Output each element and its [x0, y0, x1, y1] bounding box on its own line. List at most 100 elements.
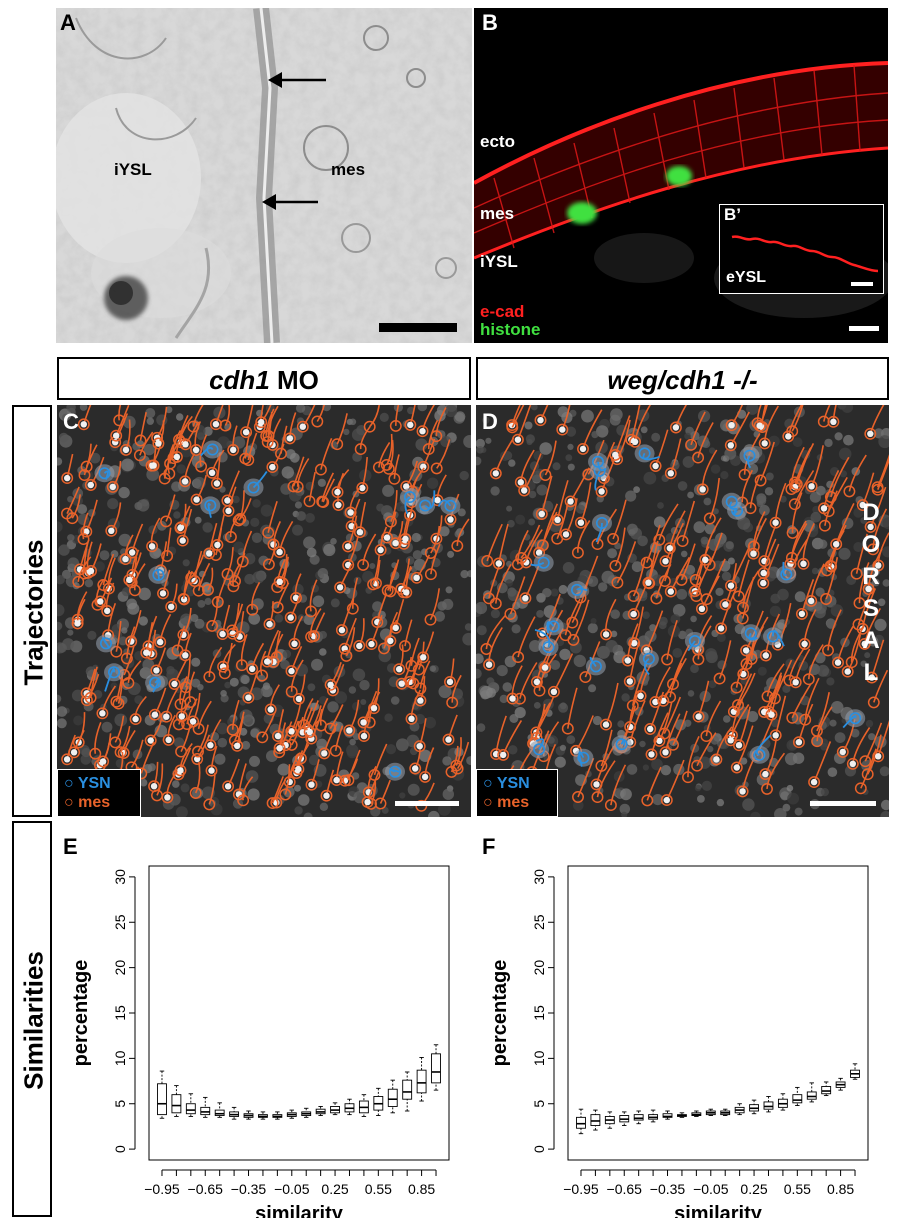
panel-a: A iYSL mes	[56, 8, 472, 343]
scale-bar-inset	[851, 282, 873, 286]
y-tick-label: 25	[112, 914, 128, 930]
box-iqr	[662, 1113, 673, 1118]
row-label-similarities: Similarities	[12, 821, 52, 1217]
dorsal-letter-d: D	[862, 499, 880, 526]
panel-b-iysl-label: iYSL	[480, 252, 518, 271]
box-iqr	[763, 1101, 774, 1110]
box-plot-item	[229, 1106, 240, 1120]
x-tick-label: 0.55	[365, 1181, 392, 1197]
x-tick-label: 0.55	[784, 1181, 811, 1197]
y-axis-label: percentage	[489, 960, 511, 1067]
box-plot-item	[835, 1077, 846, 1091]
box-plot-item	[821, 1081, 832, 1097]
x-tick-label: 0.25	[321, 1181, 348, 1197]
box-plot-item	[185, 1093, 196, 1117]
header-mo: MO	[269, 365, 319, 395]
box-plot-item	[171, 1085, 182, 1117]
panel-b-letter: B	[482, 10, 498, 35]
box-plot-item	[648, 1109, 659, 1123]
box-iqr	[806, 1091, 817, 1100]
box-plot-item	[416, 1057, 427, 1102]
box-iqr	[792, 1094, 803, 1104]
box-iqr	[431, 1053, 441, 1084]
mes-trajectories	[61, 405, 470, 812]
box-plot-item	[705, 1108, 716, 1116]
y-tick-label: 20	[112, 960, 128, 976]
box-iqr	[416, 1069, 427, 1094]
box-plot-item	[792, 1086, 803, 1107]
y-tick-label: 10	[531, 1050, 547, 1066]
box-iqr	[821, 1086, 832, 1095]
chart-f: F 0 5 10 15 20 25 30 percentage −0.95 −0.65 −0.35 −0…	[482, 834, 869, 1225]
x-tick-label: −0.35	[231, 1181, 267, 1197]
box-plot-item	[157, 1070, 167, 1119]
dorsal-label: D O R S A L	[856, 497, 886, 689]
panel-d: D D O R S A L ○ YSN ○ mes	[476, 405, 889, 817]
y-tick-label: 15	[112, 1005, 128, 1021]
panel-d-letter: D	[482, 409, 498, 434]
legend-ysn-d: YSN	[496, 775, 530, 792]
legend-histone: histone	[480, 320, 541, 339]
box-plot-item	[258, 1111, 268, 1120]
plot-frame	[148, 865, 450, 1161]
box-plot-item	[662, 1110, 673, 1120]
nucleus-2	[666, 166, 692, 186]
box-plot-item	[358, 1094, 369, 1117]
header-cdh1-mo: cdh1 MO	[57, 357, 471, 400]
header-weg-label: weg/cdh1 -/-	[607, 365, 758, 395]
box-plot-item	[402, 1071, 413, 1112]
box-plot-item	[272, 1111, 283, 1120]
box-plot-item	[619, 1111, 630, 1126]
box-iqr	[387, 1088, 398, 1107]
panel-a-mes-label: mes	[331, 160, 366, 179]
panel-a-micrograph	[56, 8, 472, 343]
x-tick-label: 0.85	[408, 1181, 435, 1197]
x-tick-label: 0.85	[827, 1181, 854, 1197]
legend-mes-icon: ○	[483, 794, 493, 811]
y-tick-label: 20	[531, 960, 547, 976]
scale-bar-b	[849, 326, 879, 331]
x-tick-label: 0.25	[740, 1181, 767, 1197]
box-plot-item	[344, 1098, 355, 1116]
panel-f: F 0 5 10 15 20 25 30 percentage −0.95 −0.65 −0.35 −0…	[476, 828, 889, 1225]
box-plot-item	[286, 1109, 297, 1119]
box-iqr	[576, 1116, 586, 1129]
box-iqr	[200, 1106, 211, 1116]
x-tick-label: −0.05	[274, 1181, 310, 1197]
y-tick-label: 5	[112, 1100, 128, 1108]
box-plot-item	[604, 1111, 615, 1129]
panel-c-letter: C	[63, 409, 79, 434]
box-iqr	[590, 1114, 601, 1126]
dorsal-letter-a: A	[862, 627, 880, 654]
box-plot-item	[330, 1102, 340, 1116]
dorsal-letter-r: R	[862, 563, 880, 590]
x-tick-label: −0.05	[693, 1181, 729, 1197]
ysn-trajectories	[94, 440, 461, 781]
dorsal-letter-l: L	[863, 659, 879, 686]
nucleus-1	[567, 202, 597, 224]
box-iqr	[185, 1103, 196, 1115]
panel-c-trajectories	[57, 405, 471, 817]
legend-ysn-icon: ○	[64, 775, 74, 792]
y-tick-label: 0	[531, 1145, 547, 1153]
y-tick-label: 10	[112, 1050, 128, 1066]
box-plot-item	[720, 1108, 731, 1116]
box-plot-item	[590, 1109, 601, 1131]
y-tick-label: 30	[112, 869, 128, 885]
x-tick-label: −0.95	[144, 1181, 180, 1197]
inset-eysl-label: eYSL	[726, 269, 767, 286]
legend-mes-icon: ○	[64, 794, 74, 811]
legend-ysn-c: YSN	[77, 775, 111, 792]
panel-d-legend: ○ YSN ○ mes	[476, 769, 558, 817]
inset-letter: B’	[724, 205, 741, 224]
box-plot-item	[806, 1082, 817, 1103]
y-tick-label: 0	[112, 1145, 128, 1153]
inset-membrane	[731, 235, 879, 286]
row-label-trajectories: Trajectories	[12, 405, 52, 817]
ysn-trajectories	[529, 444, 866, 767]
panel-a-letter: A	[60, 10, 76, 35]
legend-mes-c: mes	[78, 794, 111, 811]
panel-b-inset: B’ eYSL	[719, 204, 884, 294]
box-plot-item	[763, 1096, 774, 1113]
y-axis-label: percentage	[70, 960, 92, 1067]
